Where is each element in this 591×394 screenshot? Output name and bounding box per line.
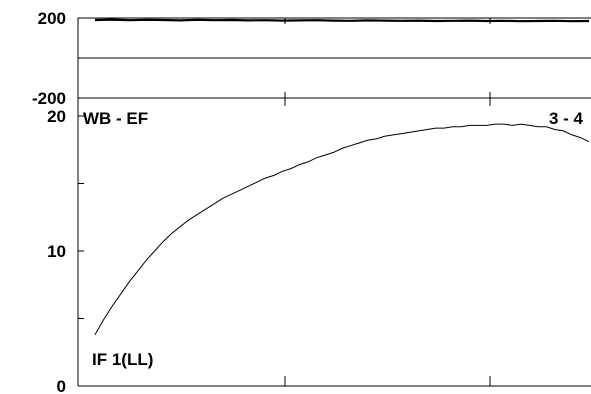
- top-y-ticks: 200 -200: [32, 9, 84, 108]
- bottom-series: [94, 123, 590, 335]
- bottom-ytick-label: 10: [47, 242, 66, 261]
- bottom-annotations: WB - EF 3 - 4 IF 1(LL): [83, 109, 584, 369]
- top-ytick-label: -200: [32, 89, 66, 108]
- bottom-panel: 20 10 0 WB - EF 3 - 4 IF 1(LL): [47, 98, 591, 394]
- bottom-series-line-0: [94, 123, 590, 335]
- annotation-bottom-left: IF 1(LL): [92, 350, 153, 369]
- top-series: [94, 18, 590, 23]
- bottom-ytick-label: 20: [47, 107, 66, 126]
- bottom-ytick-label: 0: [57, 377, 66, 394]
- bottom-y-ticks: 20 10 0: [47, 107, 84, 394]
- top-ytick-label: 200: [38, 9, 66, 28]
- top-series-line-0: [94, 18, 590, 23]
- annotation-top-left: WB - EF: [83, 109, 148, 128]
- top-panel: 200 -200: [32, 9, 591, 108]
- annotation-top-right: 3 - 4: [549, 109, 584, 128]
